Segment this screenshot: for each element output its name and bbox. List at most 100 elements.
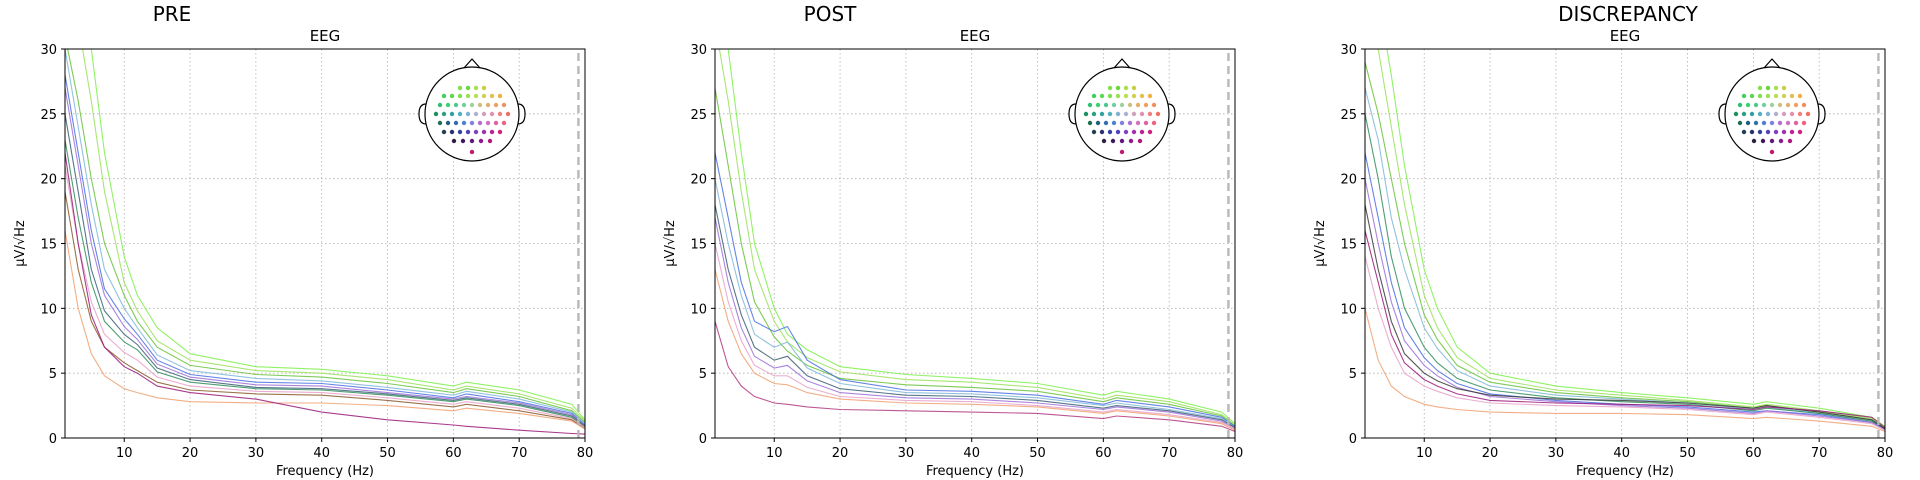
- series-line-5: [715, 204, 1235, 429]
- sensor-dot: [1091, 129, 1097, 135]
- y-tick-label: 0: [49, 432, 57, 447]
- topomap-head: [1724, 66, 1820, 162]
- sensor-dot: [1769, 138, 1775, 144]
- sensor-dot: [1777, 120, 1783, 126]
- sensor-dot: [1099, 129, 1105, 135]
- series-line-5: [1365, 152, 1885, 430]
- series-line-7: [715, 243, 1235, 430]
- sensor-dot: [437, 120, 443, 126]
- sensor-dot: [465, 85, 471, 91]
- series-line-10: [1365, 308, 1885, 433]
- sensor-dot: [501, 120, 507, 126]
- sensor-dot: [1107, 129, 1113, 135]
- y-tick-label: 20: [1340, 173, 1357, 188]
- sensor-dot: [1115, 129, 1121, 135]
- sensor-dot: [1760, 138, 1766, 144]
- x-tick-label: 70: [511, 446, 528, 461]
- sensor-dot: [1757, 85, 1763, 91]
- sensor-dot: [1119, 120, 1125, 126]
- sensor-dot: [1753, 120, 1759, 126]
- series-line-0: [727, 49, 1235, 425]
- sensor-dot: [1123, 85, 1129, 91]
- sensor-dot: [1127, 102, 1133, 108]
- series-line-1: [82, 49, 585, 422]
- y-tick-label: 15: [40, 238, 57, 253]
- sensor-dot: [1107, 85, 1113, 91]
- sensor-dot: [1765, 93, 1771, 99]
- sensor-dot: [1131, 85, 1137, 91]
- sensor-dot: [1761, 120, 1767, 126]
- y-tick-label: 25: [40, 108, 57, 123]
- series-line-6: [1365, 178, 1885, 431]
- sensor-dot: [1789, 111, 1795, 117]
- sensor-dot: [1749, 93, 1755, 99]
- sensor-dot: [461, 120, 467, 126]
- y-tick-label: 30: [1340, 43, 1357, 58]
- sensor-dot: [1151, 120, 1157, 126]
- y-tick-label: 25: [690, 108, 707, 123]
- sensor-dot: [1131, 93, 1137, 99]
- topomap-ear-right: [517, 103, 526, 125]
- x-tick-label: 60: [1745, 446, 1762, 461]
- sensor-dot: [481, 93, 487, 99]
- series-line-2: [715, 87, 1235, 427]
- x-tick-label: 70: [1811, 446, 1828, 461]
- sensor-dot: [1773, 93, 1779, 99]
- sensor-dot: [1147, 129, 1153, 135]
- series-line-0: [90, 49, 585, 421]
- series-line-8: [1365, 230, 1885, 429]
- sensor-dot: [1785, 102, 1791, 108]
- sensor-dot: [1095, 120, 1101, 126]
- subplot-title: EEG: [1610, 27, 1641, 45]
- sensor-dot: [1805, 111, 1811, 117]
- sensor-dot: [1753, 102, 1759, 108]
- figure-title: PRE: [153, 2, 192, 26]
- series-line-4: [1365, 113, 1885, 430]
- sensor-dot: [1781, 85, 1787, 91]
- series-line-9: [65, 191, 585, 430]
- sensor-dot: [1737, 102, 1743, 108]
- sensor-dot: [1797, 129, 1803, 135]
- sensor-dot: [478, 138, 484, 144]
- chart-panel-1: 10 20 30 40 50 60 70 80 0 5 10 15 20 25 30 Frequency (H…: [663, 2, 1244, 479]
- sensor-dot: [1135, 102, 1141, 108]
- sensor-dot: [1143, 120, 1149, 126]
- x-tick-label: 50: [379, 446, 396, 461]
- sensor-dot: [1741, 111, 1747, 117]
- series-line-3: [65, 49, 585, 425]
- sensor-topomap: [418, 58, 526, 162]
- series-line-4: [715, 178, 1235, 429]
- chart-panel-2: 10 20 30 40 50 60 70 80 0 5 10 15 20 25 30 Frequency (H…: [1313, 2, 1894, 479]
- y-tick-label: 10: [1340, 302, 1357, 317]
- series-line-8: [65, 165, 585, 429]
- sensor-dot: [1773, 111, 1779, 117]
- series-group: [65, 49, 585, 435]
- sensor-dot: [473, 93, 479, 99]
- sensor-dot: [461, 102, 467, 108]
- sensor-dot: [441, 111, 447, 117]
- series-line-9: [715, 321, 1235, 433]
- sensor-dot: [1139, 111, 1145, 117]
- sensor-dot: [473, 129, 479, 135]
- topomap-ear-right: [1817, 103, 1826, 125]
- sensor-dot: [1751, 138, 1757, 144]
- topomap-head: [1074, 66, 1170, 162]
- y-tick-label: 20: [40, 173, 57, 188]
- x-axis-label: Frequency (Hz): [276, 464, 374, 479]
- sensor-dot: [465, 111, 471, 117]
- sensor-dot: [497, 111, 503, 117]
- x-tick-label: 40: [963, 446, 980, 461]
- chart-panel-0: 10 20 30 40 50 60 70 80 0 5 10 15 20 25 30 Frequency (H…: [13, 2, 593, 479]
- series-line-1: [718, 49, 1235, 426]
- y-tick-label: 30: [690, 43, 707, 58]
- x-axis-label: Frequency (Hz): [926, 464, 1024, 479]
- x-axis-label: Frequency (Hz): [1576, 464, 1674, 479]
- topomap-ear-right: [1167, 103, 1176, 125]
- x-tick-label: 70: [1161, 446, 1178, 461]
- sensor-dot: [1119, 138, 1125, 144]
- sensor-dot: [460, 138, 466, 144]
- sensor-dot: [485, 120, 491, 126]
- sensor-dot: [1745, 120, 1751, 126]
- x-tick-label: 80: [1227, 446, 1244, 461]
- x-tick-label: 80: [1877, 446, 1894, 461]
